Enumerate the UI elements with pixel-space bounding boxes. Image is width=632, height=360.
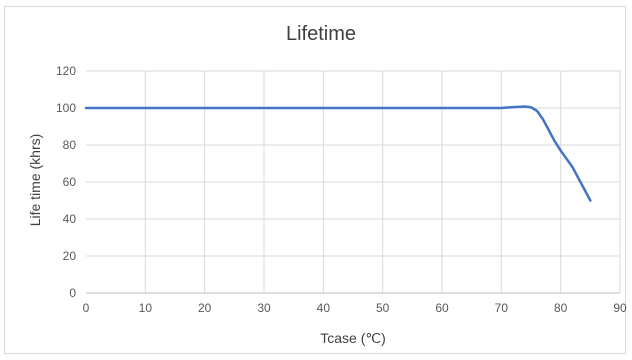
y-tick-label: 80 xyxy=(63,138,77,152)
x-tick-label: 60 xyxy=(435,301,449,315)
y-tick-label: 100 xyxy=(56,101,76,115)
series-layer xyxy=(84,105,592,202)
y-axis-ticks: 0 20 40 60 80 100 120 xyxy=(56,64,76,300)
lifetime-series-line xyxy=(84,105,592,202)
x-tick-label: 30 xyxy=(257,301,271,315)
y-tick-label: 40 xyxy=(63,212,77,226)
y-axis-label: Life time (khrs) xyxy=(27,134,43,227)
x-axis-label: Tcase (℃) xyxy=(320,330,386,346)
x-tick-label: 90 xyxy=(613,301,627,315)
y-tick-label: 60 xyxy=(63,175,77,189)
x-tick-label: 70 xyxy=(495,301,509,315)
grid-lines xyxy=(86,70,621,294)
chart-frame xyxy=(4,6,626,354)
x-tick-label: 0 xyxy=(83,301,90,315)
x-tick-label: 80 xyxy=(554,301,568,315)
x-tick-label: 50 xyxy=(376,301,390,315)
y-tick-label: 20 xyxy=(63,249,77,263)
y-tick-label: 120 xyxy=(56,64,76,78)
x-axis-ticks: 0 10 20 30 40 50 60 70 80 90 xyxy=(83,301,627,315)
y-tick-label: 0 xyxy=(69,286,76,300)
x-tick-label: 20 xyxy=(198,301,212,315)
chart-title: Lifetime xyxy=(286,23,356,45)
x-tick-label: 40 xyxy=(317,301,331,315)
x-tick-label: 10 xyxy=(139,301,153,315)
